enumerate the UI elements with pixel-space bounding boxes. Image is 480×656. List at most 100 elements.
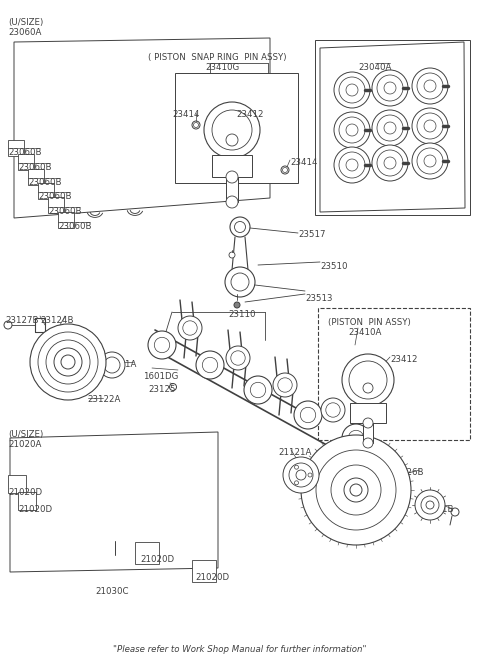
Circle shape xyxy=(4,321,12,329)
Circle shape xyxy=(424,155,436,167)
Bar xyxy=(48,197,64,213)
Text: ( PISTON  SNAP RING  PIN ASSY): ( PISTON SNAP RING PIN ASSY) xyxy=(148,53,287,62)
Text: 23060B: 23060B xyxy=(18,163,51,172)
Circle shape xyxy=(226,196,238,208)
Polygon shape xyxy=(10,432,218,572)
Circle shape xyxy=(229,252,235,258)
Circle shape xyxy=(377,75,403,101)
Circle shape xyxy=(321,398,345,422)
Circle shape xyxy=(334,72,370,108)
Text: 23060B: 23060B xyxy=(8,148,41,157)
Text: 23040A: 23040A xyxy=(358,63,391,72)
Circle shape xyxy=(281,166,289,174)
Text: (U/SIZE): (U/SIZE) xyxy=(8,430,43,439)
Circle shape xyxy=(296,470,306,480)
Circle shape xyxy=(344,478,368,502)
Bar xyxy=(28,169,44,185)
Bar xyxy=(18,492,36,510)
Circle shape xyxy=(421,496,439,514)
Bar xyxy=(8,475,26,493)
Circle shape xyxy=(363,383,373,393)
Circle shape xyxy=(235,222,245,232)
Text: 1601DG: 1601DG xyxy=(143,372,179,381)
Circle shape xyxy=(183,321,197,335)
Circle shape xyxy=(148,331,176,359)
Text: (PISTON  PIN ASSY): (PISTON PIN ASSY) xyxy=(328,318,411,327)
Text: 23060B: 23060B xyxy=(48,207,82,216)
Circle shape xyxy=(426,501,434,509)
Circle shape xyxy=(294,401,322,429)
Circle shape xyxy=(283,167,288,173)
Circle shape xyxy=(99,352,125,378)
Circle shape xyxy=(301,435,411,545)
Bar xyxy=(363,423,373,443)
Circle shape xyxy=(278,378,292,392)
Bar xyxy=(226,177,238,202)
Polygon shape xyxy=(320,42,465,212)
Circle shape xyxy=(234,302,240,308)
Text: 23412: 23412 xyxy=(390,355,418,364)
Circle shape xyxy=(202,358,218,373)
Circle shape xyxy=(363,418,373,428)
Text: 23110: 23110 xyxy=(228,310,255,319)
Text: 21020D: 21020D xyxy=(18,505,52,514)
Text: 23060B: 23060B xyxy=(28,178,61,187)
Circle shape xyxy=(250,382,266,398)
Text: 23127B: 23127B xyxy=(5,316,38,325)
Circle shape xyxy=(193,123,199,127)
Circle shape xyxy=(38,332,98,392)
Circle shape xyxy=(326,403,340,417)
Circle shape xyxy=(417,148,443,174)
Circle shape xyxy=(54,348,82,376)
Circle shape xyxy=(300,407,316,422)
Circle shape xyxy=(225,267,255,297)
Circle shape xyxy=(348,430,364,445)
Circle shape xyxy=(424,120,436,132)
Circle shape xyxy=(412,143,448,179)
Text: 23410A: 23410A xyxy=(348,328,382,337)
Polygon shape xyxy=(14,38,270,218)
Bar xyxy=(175,73,298,183)
Circle shape xyxy=(339,152,365,178)
Circle shape xyxy=(377,150,403,176)
Circle shape xyxy=(412,108,448,144)
Circle shape xyxy=(295,481,299,485)
Bar xyxy=(18,154,34,170)
Circle shape xyxy=(226,134,238,146)
Circle shape xyxy=(192,121,200,129)
Circle shape xyxy=(196,351,224,379)
Circle shape xyxy=(417,113,443,139)
Circle shape xyxy=(346,159,358,171)
Circle shape xyxy=(350,484,362,496)
Circle shape xyxy=(169,384,177,390)
Text: 23510: 23510 xyxy=(320,262,348,271)
Bar xyxy=(58,212,74,228)
Text: 23121A: 23121A xyxy=(103,360,136,369)
Text: 23410G: 23410G xyxy=(205,63,239,72)
Circle shape xyxy=(412,68,448,104)
Circle shape xyxy=(331,465,381,515)
Circle shape xyxy=(30,324,106,400)
Circle shape xyxy=(230,217,250,237)
Circle shape xyxy=(417,73,443,99)
Circle shape xyxy=(308,473,312,477)
Circle shape xyxy=(372,145,408,181)
Circle shape xyxy=(384,157,396,169)
Bar xyxy=(350,403,386,423)
Text: 23412: 23412 xyxy=(236,110,264,119)
Bar xyxy=(135,542,159,564)
Text: 23125: 23125 xyxy=(148,385,176,394)
Circle shape xyxy=(349,361,387,399)
Text: 21030C: 21030C xyxy=(95,587,129,596)
Text: 21020D: 21020D xyxy=(195,573,229,582)
Bar xyxy=(38,183,54,199)
Circle shape xyxy=(204,102,260,158)
Text: 23414: 23414 xyxy=(172,110,200,119)
Circle shape xyxy=(334,147,370,183)
Text: 21020D: 21020D xyxy=(140,555,174,564)
Circle shape xyxy=(231,351,245,365)
Circle shape xyxy=(226,171,238,183)
Text: 23060B: 23060B xyxy=(58,222,92,231)
Circle shape xyxy=(415,490,445,520)
Circle shape xyxy=(283,457,319,493)
